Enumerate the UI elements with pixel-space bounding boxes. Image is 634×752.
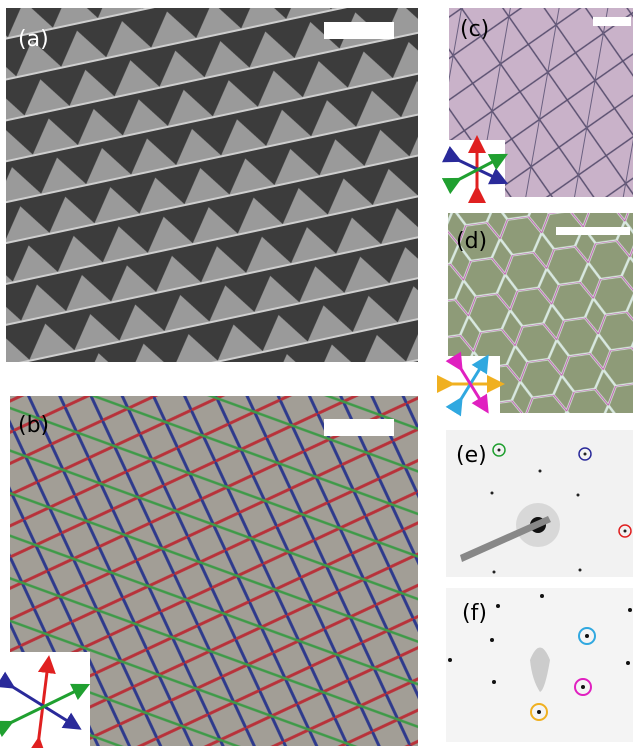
spot [540, 594, 544, 598]
circle-orange [530, 703, 548, 721]
spot [492, 680, 496, 684]
spot [626, 661, 630, 665]
spot [490, 491, 494, 495]
spot [581, 685, 585, 689]
central-shadow [530, 647, 550, 692]
arrow-green [441, 153, 508, 195]
spot [623, 529, 627, 533]
panel-a-image [6, 8, 418, 362]
circle-red [618, 524, 632, 538]
spot [583, 452, 587, 456]
scale-bar [324, 419, 394, 436]
scale-bar [593, 17, 631, 26]
diffraction-spots [490, 448, 627, 574]
panel-label: (a) [18, 27, 49, 52]
spot [497, 448, 501, 452]
panel-label: (d) [456, 229, 487, 254]
arrow-green [0, 683, 91, 738]
spot [538, 469, 542, 473]
scale-bar [324, 22, 394, 39]
spot [576, 493, 580, 497]
circle-blue [578, 447, 592, 461]
circle-cyan [578, 627, 596, 645]
spot [628, 608, 632, 612]
circle-green [492, 443, 506, 457]
diffraction-spots [448, 594, 632, 714]
scale-bar [556, 227, 630, 235]
spot [585, 634, 589, 638]
panel-label: (c) [460, 17, 489, 42]
panel-label: (b) [18, 413, 49, 438]
spot [492, 570, 496, 574]
spot [490, 638, 494, 642]
spot [496, 604, 500, 608]
spot [448, 658, 452, 662]
circle-magenta [574, 678, 592, 696]
spot [537, 710, 541, 714]
panel-label: (e) [456, 443, 487, 468]
spot [578, 568, 582, 572]
panel-label: (f) [462, 601, 487, 626]
beam-stop [460, 516, 551, 562]
arrow-magenta [445, 351, 489, 414]
